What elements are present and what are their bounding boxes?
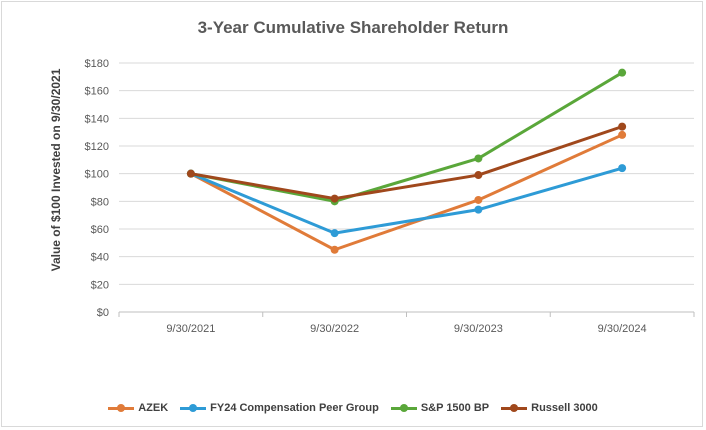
y-tick-label: $160 bbox=[85, 86, 109, 98]
legend-label: AZEK bbox=[138, 402, 169, 414]
data-point bbox=[474, 171, 483, 180]
y-tick-label: $40 bbox=[91, 252, 109, 264]
legend-item: FY24 Compensation Peer Group bbox=[180, 402, 379, 414]
data-point bbox=[330, 194, 339, 203]
y-tick-label: $140 bbox=[85, 113, 109, 125]
legend-label: Russell 3000 bbox=[531, 402, 598, 414]
data-point bbox=[474, 154, 483, 163]
legend-item: AZEK bbox=[108, 402, 168, 414]
x-tick-label: 9/30/2021 bbox=[166, 323, 215, 335]
data-point bbox=[330, 245, 339, 254]
data-point bbox=[618, 122, 627, 131]
x-tick-label: 9/30/2023 bbox=[454, 323, 503, 335]
y-tick-label: $60 bbox=[91, 224, 109, 236]
chart-legend: AZEK FY24 Compensation Peer Group S&P 1500… bbox=[0, 398, 706, 418]
data-point bbox=[474, 205, 483, 214]
data-point bbox=[618, 164, 627, 173]
data-point bbox=[618, 130, 627, 139]
y-tick-label: $0 bbox=[97, 307, 109, 319]
legend-item: S&P 1500 BP bbox=[390, 402, 490, 414]
y-tick-label: $20 bbox=[91, 279, 109, 291]
legend-swatch bbox=[390, 403, 417, 413]
line-chart: $0 $20 $40 $60 $80 $100 $120 $140 $160 $180 9/30/2… bbox=[85, 58, 695, 335]
legend-swatch bbox=[501, 403, 528, 413]
legend-label: FY24 Compensation Peer Group bbox=[210, 402, 379, 414]
data-point bbox=[330, 229, 339, 238]
y-tick-label: $100 bbox=[85, 169, 109, 181]
chart-title: 3-Year Cumulative Shareholder Return bbox=[197, 18, 509, 37]
series-line-0 bbox=[189, 133, 624, 252]
legend-swatch bbox=[108, 403, 135, 413]
legend-swatch bbox=[180, 403, 207, 413]
series-line-2 bbox=[189, 71, 624, 203]
legend-label: S&P 1500 BP bbox=[420, 402, 490, 414]
data-point bbox=[186, 169, 195, 178]
x-tick-label: 9/30/2022 bbox=[310, 323, 359, 335]
data-point bbox=[474, 195, 483, 204]
x-tick-label: 9/30/2024 bbox=[598, 323, 647, 335]
series-line-1 bbox=[189, 166, 624, 235]
y-tick-label: $120 bbox=[85, 141, 109, 153]
y-tick-label: $80 bbox=[91, 196, 109, 208]
y-tick-label: $180 bbox=[85, 58, 109, 70]
series-line-3 bbox=[189, 125, 624, 201]
data-point bbox=[618, 68, 627, 77]
legend-item: Russell 3000 bbox=[501, 402, 598, 414]
